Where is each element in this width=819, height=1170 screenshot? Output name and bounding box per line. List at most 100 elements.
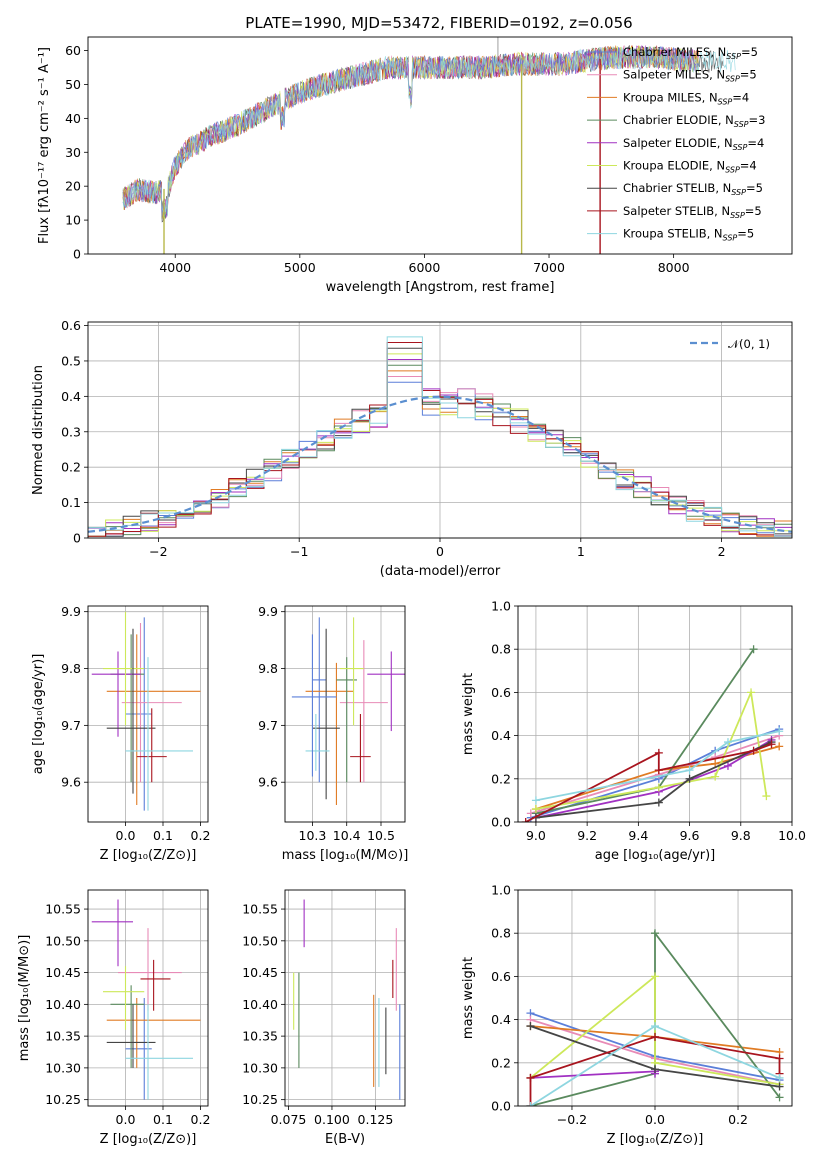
weight-lines <box>521 645 784 822</box>
legend-nssp: =5 <box>740 68 757 82</box>
x-tick-label: 9.8 <box>731 828 751 843</box>
weight-point <box>775 727 784 736</box>
weight-point <box>651 1022 659 1031</box>
y-tick-label: 0.2 <box>491 1055 511 1070</box>
y-tick-label: 0 <box>73 247 81 262</box>
x-tick-label: −2 <box>149 544 167 559</box>
legend-name: Salpeter ELODIE, N <box>623 136 733 150</box>
y-tick-label: 0.4 <box>491 1012 511 1027</box>
x-tick-label: 2 <box>718 544 726 559</box>
x-axis-label: age [log₁₀(age/yr)] <box>595 848 716 863</box>
axes-frame <box>87 889 209 1107</box>
legend-nssp: =5 <box>741 45 758 59</box>
x-tick-label: 9.6 <box>680 828 700 843</box>
x-axis-label: Z [log₁₀(Z/Z⊙)] <box>607 1132 704 1147</box>
legend-sub: SSP <box>718 97 733 106</box>
y-tick-label: 1.0 <box>491 883 511 898</box>
y-tick-label: 9.6 <box>258 775 278 790</box>
legend-nssp: =5 <box>746 181 763 195</box>
mass-vs-Z-panel: 0.0 0.1 0.2 10.25 10.30 10.35 10.40 10.45 10.50 1… <box>17 889 211 1147</box>
legend-name: Salpeter STELIB, N <box>623 204 730 218</box>
legend-label: Salpeter ELODIE, NSSP=4 <box>623 136 764 152</box>
x-axis-label: Z [log₁₀(Z/Z⊙)] <box>100 848 197 863</box>
y-tick-label: 60 <box>65 43 81 58</box>
y-tick-label: 0.6 <box>491 969 511 984</box>
y-tick-label: 10.50 <box>45 933 81 948</box>
weight-point <box>775 1093 784 1102</box>
spectrum-kroupa-stelib <box>122 46 736 217</box>
x-tick-label: 10.4 <box>333 828 361 843</box>
legend-sub: SSP <box>726 52 741 61</box>
y-tick-label: 0.0 <box>491 815 511 830</box>
legend-nssp: =4 <box>732 90 749 104</box>
errorbars <box>293 899 401 1100</box>
plots-layer: 4000 5000 6000 7000 80000102030405060wavelen… <box>17 36 806 1147</box>
y-tick-label: 10.45 <box>45 965 81 980</box>
legend-nssp: =5 <box>737 227 754 241</box>
y-axis-label: Flux [fλ10⁻¹⁷ erg cm⁻² s⁻¹ A⁻¹] <box>37 47 52 244</box>
legend-name: Kroupa MILES, N <box>623 90 718 104</box>
x-tick-label: 0.1 <box>153 828 173 843</box>
legend-sub: SSP <box>725 75 740 84</box>
y-axis-label: Normed distribution <box>31 365 46 495</box>
errorbars <box>91 899 201 1100</box>
weight-point <box>775 742 784 751</box>
y-tick-label: 10.25 <box>242 1092 278 1107</box>
weight-point <box>526 1022 535 1031</box>
y-tick-label: 1.0 <box>491 599 511 614</box>
weight-point <box>775 1082 784 1091</box>
legend-sub: SSP <box>723 234 738 243</box>
y-tick-label: 10.25 <box>45 1092 81 1107</box>
weight-point <box>723 761 732 770</box>
weight-point <box>723 738 732 747</box>
y-tick-label: 0.3 <box>61 424 81 439</box>
age-vs-Z-panel: 0.0 0.1 0.2 9.6 9.7 9.8 9.9 Z [log₁₀(Z/Z⊙)] age … <box>31 604 210 863</box>
legend-sub: SSP <box>734 120 749 129</box>
axes-frame <box>517 605 793 823</box>
y-tick-label: 0.2 <box>61 460 81 475</box>
x-tick-label: 0 <box>436 544 444 559</box>
y-tick-label: 10.50 <box>242 933 278 948</box>
legend-label: Chabrier ELODIE, NSSP=3 <box>623 113 765 129</box>
y-tick-label: 0.2 <box>491 771 511 786</box>
x-tick-label: 0.2 <box>191 1112 211 1127</box>
weight-point <box>749 645 758 654</box>
legend-label: Salpeter MILES, NSSP=5 <box>623 68 757 84</box>
x-tick-label: 0.2 <box>191 828 211 843</box>
y-tick-label: 0.8 <box>491 926 511 941</box>
x-tick-label: 9.0 <box>526 828 546 843</box>
x-tick-label: 1 <box>577 544 585 559</box>
axes-frame <box>284 605 406 823</box>
mass-vs-ebv-panel: 0.075 0.100 0.125 10.25 10.30 10.35 10.40 10.45… <box>242 889 406 1147</box>
weight-vs-age-panel: 9.0 9.2 9.4 9.6 9.8 10.0 0.0 0.2 0.4 0.6 0.8 1.0 age… <box>461 599 806 864</box>
weight-point <box>762 792 771 801</box>
histogram-salpeter-stelib <box>88 342 792 537</box>
residuals-panel: −2 −1 0 1 2 0 0.1 0.2 0.3 0.4 0.5 0.6 (data-model)/e… <box>31 318 793 579</box>
x-tick-label: 8000 <box>658 260 690 275</box>
weight-point <box>526 1102 535 1106</box>
weight-series <box>529 974 780 1086</box>
x-axis-label: wavelength [Angstrom, rest frame] <box>326 280 555 295</box>
legend-label: Kroupa STELIB, NSSP=5 <box>623 227 754 243</box>
y-tick-label: 9.9 <box>61 604 81 619</box>
y-axis-label: mass weight <box>461 957 476 1039</box>
y-tick-label: 10.30 <box>45 1060 81 1075</box>
y-tick-label: 50 <box>65 77 81 92</box>
legend-label: Chabrier STELIB, NSSP=5 <box>623 181 763 197</box>
weight-point <box>685 774 694 783</box>
legend-name: Salpeter MILES, N <box>623 68 725 82</box>
legend-name: Kroupa ELODIE, N <box>623 159 725 173</box>
y-tick-label: 9.7 <box>258 718 278 733</box>
y-tick-label: 9.6 <box>61 775 81 790</box>
weight-point <box>775 1073 784 1082</box>
weight-point <box>651 1065 659 1074</box>
x-tick-label: 0.0 <box>116 828 136 843</box>
weight-point <box>531 796 540 805</box>
legend-sub: SSP <box>731 188 746 197</box>
y-tick-label: 0.0 <box>491 1099 511 1114</box>
y-tick-label: 9.8 <box>258 661 278 676</box>
y-tick-label: 0 <box>73 531 81 546</box>
y-tick-label: 9.8 <box>61 661 81 676</box>
y-tick-label: 10 <box>65 213 81 228</box>
